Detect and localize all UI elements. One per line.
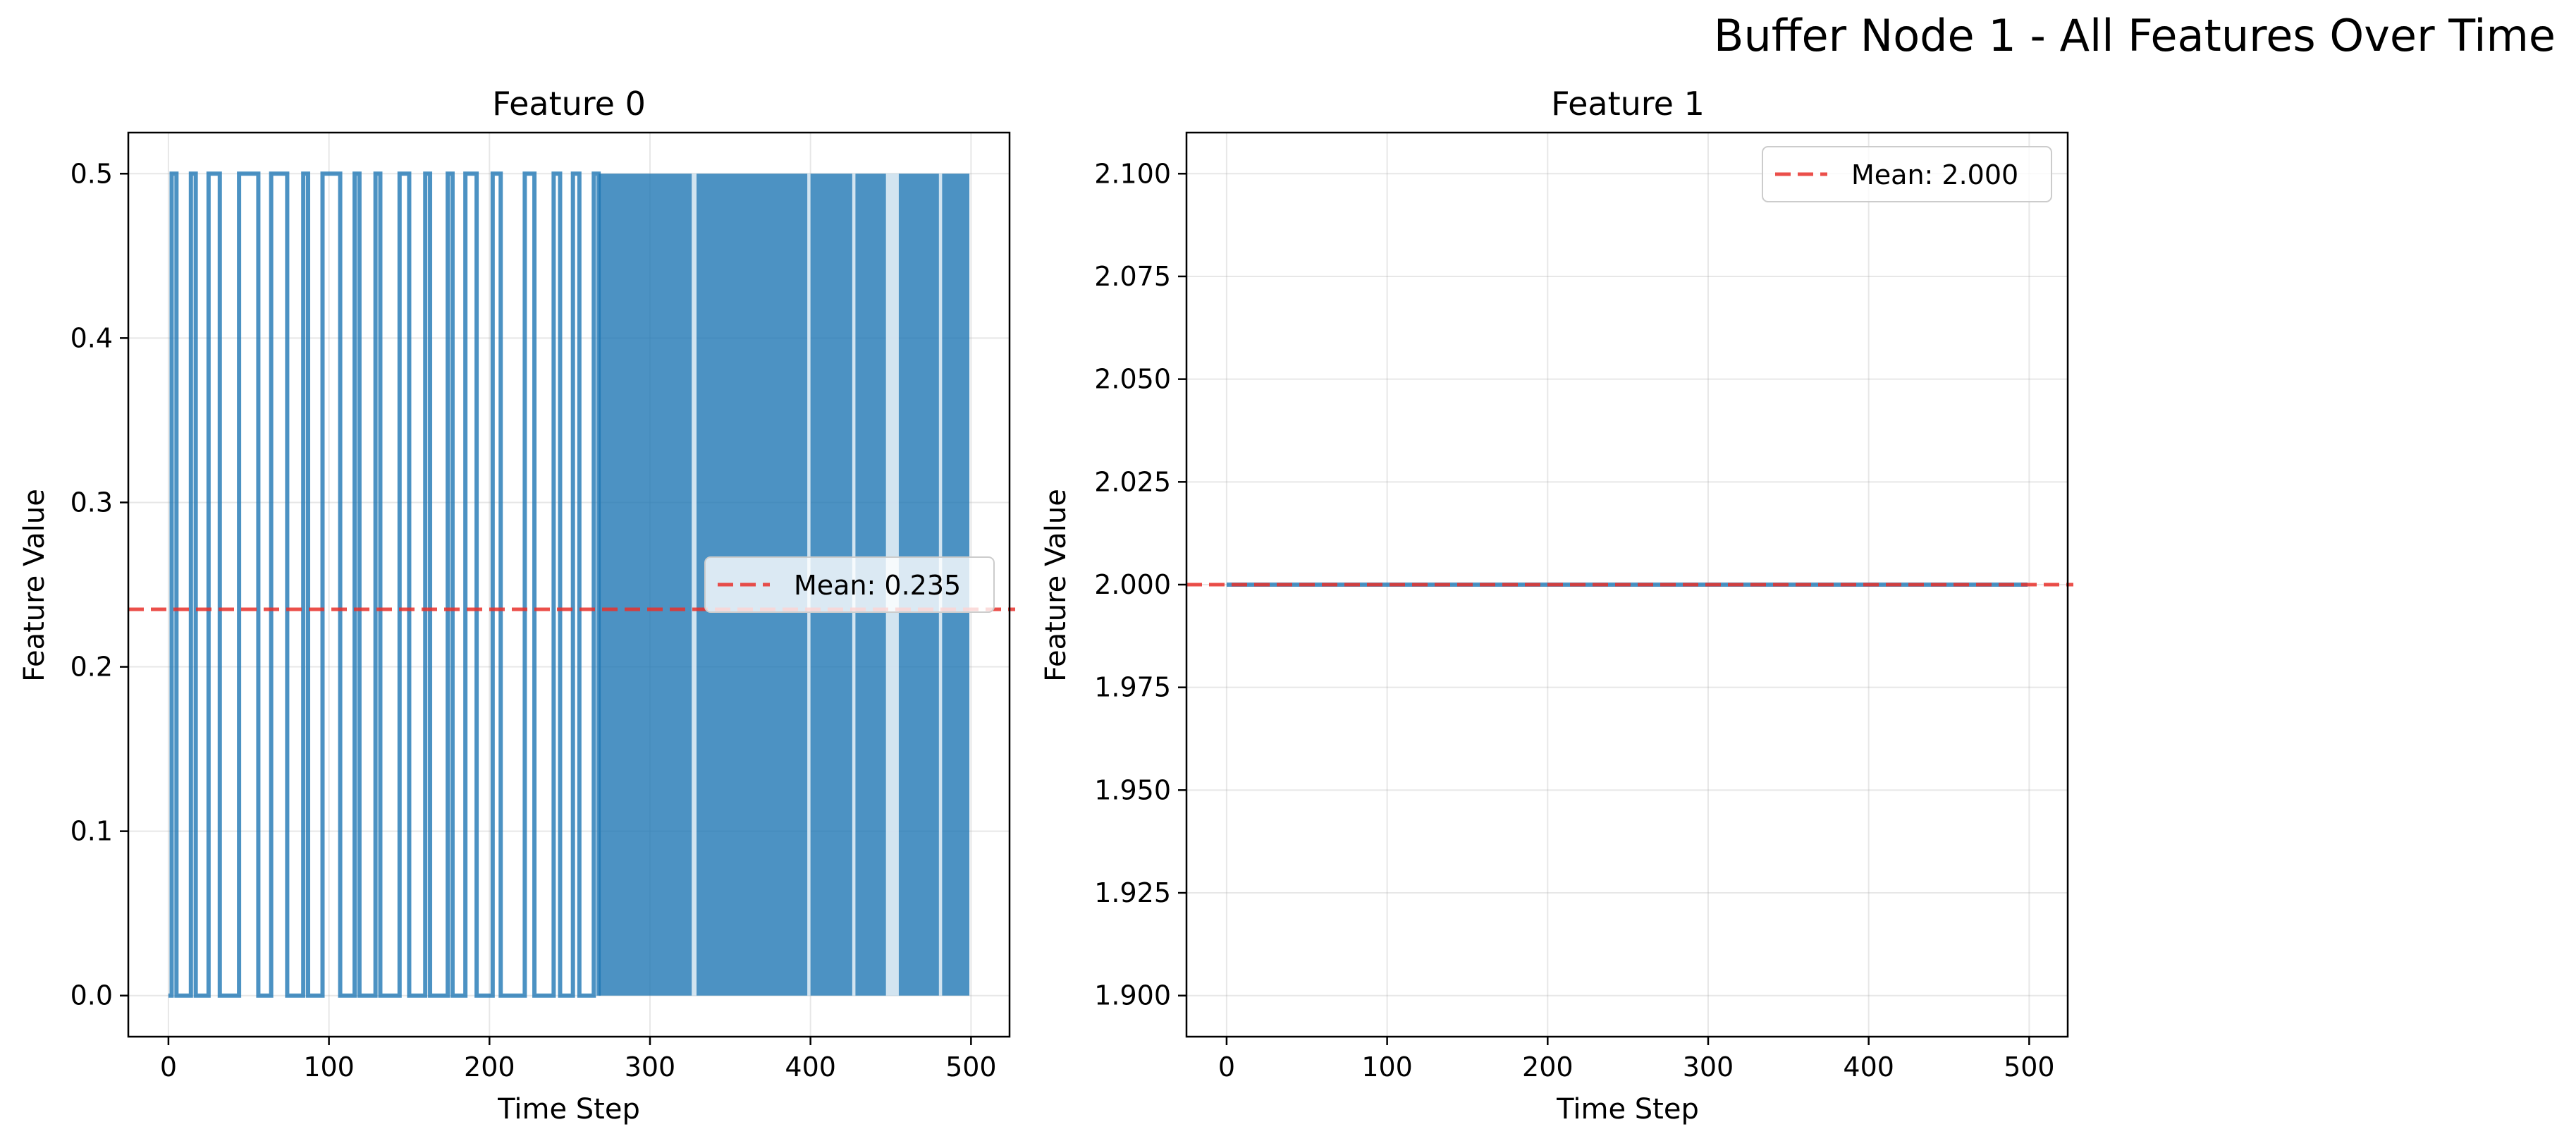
y-tick-label: 2.075 xyxy=(1094,261,1171,292)
x-tick-label: 200 xyxy=(1522,1051,1574,1083)
x-tick-label: 500 xyxy=(945,1051,997,1083)
subplot-title: Feature 1 xyxy=(1551,85,1705,123)
x-tick-label: 300 xyxy=(625,1051,676,1083)
x-tick-label: 100 xyxy=(1361,1051,1413,1083)
x-axis-label: Time Step xyxy=(497,1093,640,1126)
y-tick-label: 0.2 xyxy=(70,652,113,683)
y-tick-label: 1.975 xyxy=(1094,672,1171,703)
x-tick-label: 200 xyxy=(464,1051,515,1083)
y-tick-label: 2.000 xyxy=(1094,569,1171,600)
x-axis-label: Time Step xyxy=(1556,1093,1699,1126)
y-axis-label: Feature Value xyxy=(1040,489,1072,682)
y-tick-label: 1.950 xyxy=(1094,774,1171,805)
x-tick-label: 300 xyxy=(1683,1051,1734,1083)
subplot-feature-1: Feature 1 Time Step Feature Value 0 100 20… xyxy=(1040,85,2073,1126)
legend-label: Mean: 2.000 xyxy=(1851,159,2018,190)
y-tick-label: 0.0 xyxy=(70,980,113,1011)
figure-suptitle: Buffer Node 1 - All Features Over Time xyxy=(1714,10,2556,61)
y-tick-label: 0.4 xyxy=(70,322,113,353)
legend-box xyxy=(1762,146,2052,202)
y-tick-label: 0.5 xyxy=(70,158,113,189)
legend-box xyxy=(704,556,995,613)
series-line xyxy=(168,171,601,998)
y-tick-label: 0.3 xyxy=(70,487,113,518)
y-tick-label: 1.900 xyxy=(1094,980,1171,1011)
subplot-title: Feature 0 xyxy=(492,85,646,123)
y-axis-label: Feature Value xyxy=(18,489,51,682)
axes-frame xyxy=(127,131,1011,1038)
y-tick-label: 1.925 xyxy=(1094,877,1171,908)
x-tick-label: 400 xyxy=(785,1051,836,1083)
legend-label: Mean: 0.235 xyxy=(794,570,961,601)
x-tick-label: 0 xyxy=(1218,1051,1235,1083)
x-tick-label: 500 xyxy=(2004,1051,2055,1083)
x-tick-label: 100 xyxy=(303,1051,355,1083)
y-tick-label: 2.100 xyxy=(1094,158,1171,189)
series-gap xyxy=(692,173,697,996)
y-tick-label: 2.025 xyxy=(1094,466,1171,497)
x-tick-label: 400 xyxy=(1843,1051,1894,1083)
y-tick-label: 2.050 xyxy=(1094,364,1171,395)
y-tick-label: 0.1 xyxy=(70,816,113,847)
x-tick-label: 0 xyxy=(160,1051,177,1083)
subplot-feature-0: Feature 0 Time Step Feature Value 0 100 20… xyxy=(18,85,1015,1126)
